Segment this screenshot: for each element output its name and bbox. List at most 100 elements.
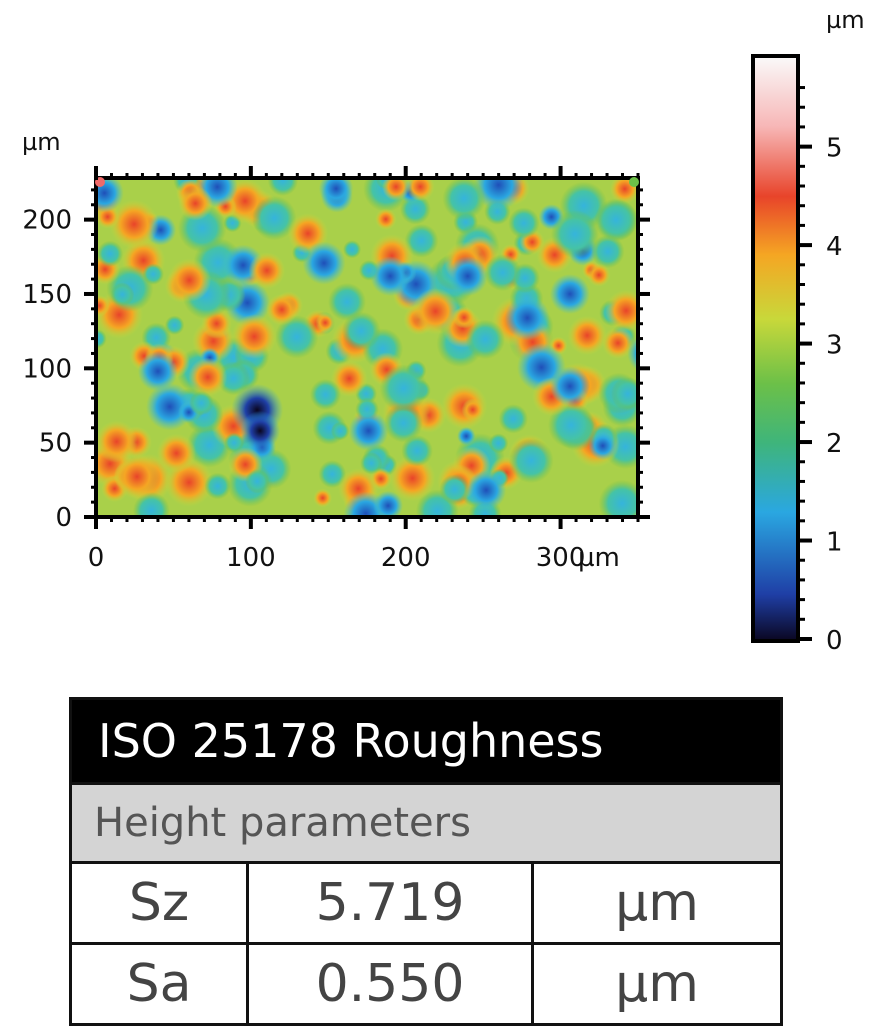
dark-spot [549, 366, 590, 407]
texture-blob [591, 234, 625, 269]
y-tick-label: 0 [55, 503, 72, 533]
texture-blob [96, 420, 138, 463]
texture-blob [412, 288, 459, 335]
texture-blob [248, 252, 286, 289]
colorbar-tick-label: 0 [826, 626, 843, 656]
texture-blob [313, 488, 333, 508]
texture-blob [598, 479, 638, 517]
colorbar-tick-label: 1 [826, 528, 843, 558]
parameters-table: Sz 5.719 µm Sa 0.550 µm [72, 861, 780, 1023]
table-row: Sz 5.719 µm [72, 861, 780, 944]
texture-blob [330, 360, 368, 397]
texture-blob [178, 186, 213, 221]
texture-blob [330, 421, 350, 441]
height-map-frame [94, 176, 640, 519]
texture-blob [252, 195, 297, 241]
y-tick-label: 200 [22, 206, 72, 236]
texture-blob [473, 178, 524, 210]
corner-marker-green [629, 177, 639, 187]
y-tick-label: 50 [39, 429, 72, 459]
texture-blob [204, 472, 231, 500]
texture-blob [231, 314, 277, 360]
texture-blob [142, 263, 164, 285]
texture-blob [110, 282, 135, 307]
texture-blob [550, 210, 599, 259]
texture-blob [245, 469, 270, 494]
texture-blob [164, 315, 185, 335]
colorbar-tick-label: 4 [826, 232, 843, 262]
texture-blob [439, 474, 470, 505]
texture-blob [610, 377, 638, 411]
x-tick-label: 200 [381, 543, 431, 573]
texture-blob [360, 452, 383, 475]
texture-blob [96, 178, 124, 213]
roughness-results-table: ISO 25178 Roughness Height parameters Sz… [69, 697, 783, 1026]
texture-blob [375, 208, 397, 230]
height-map [96, 178, 638, 517]
height-parameters-header: Height parameters [72, 782, 780, 861]
param-name-sz: Sz [72, 861, 248, 944]
texture-blob [504, 295, 550, 341]
texture-blob [96, 329, 107, 349]
colorbar [751, 54, 800, 643]
texture-blob [188, 357, 228, 397]
colorbar-tick-label: 3 [826, 331, 843, 361]
texture-blob [588, 431, 617, 460]
texture-blob [96, 240, 124, 267]
texture-blob [401, 435, 433, 467]
texture-blob [302, 241, 346, 285]
texture-blob [224, 432, 245, 453]
texture-blob [266, 293, 298, 326]
colorbar-tick-label: 2 [826, 429, 843, 459]
colorbar-tick-label: 5 [826, 134, 843, 164]
dark-spot [627, 335, 638, 372]
figure: µm 0 100 200 300 0 50 100 150 200 µm µm 0 1 2 3 4 5 [22, 6, 865, 656]
param-unit-sz: µm [531, 861, 780, 944]
texture-blob [114, 454, 160, 500]
dark-spot [348, 410, 389, 451]
texture-blob [457, 426, 476, 446]
texture-blob [275, 315, 319, 359]
texture-blob [605, 289, 638, 332]
x-tick-label: 0 [88, 543, 105, 573]
texture-blob [567, 315, 607, 356]
table-row: Sa 0.550 µm [72, 942, 780, 1023]
texture-blob [384, 403, 423, 443]
texture-blob [602, 327, 634, 359]
texture-blob [484, 254, 522, 292]
texture-blob [594, 198, 638, 242]
texture-blob [389, 455, 436, 502]
texture-blob [587, 263, 611, 287]
texture-blob [405, 178, 435, 202]
texture-blob [109, 199, 159, 249]
x-tick-label: 100 [226, 543, 276, 573]
texture-blob [318, 178, 354, 206]
dark-spot [137, 351, 178, 392]
texture-blob [382, 178, 410, 201]
y-axis-ticks: 0 50 100 150 200 [22, 206, 650, 533]
texture-blob [267, 178, 299, 196]
texture-blob [508, 207, 540, 239]
texture-blob [96, 295, 110, 317]
texture-blob [315, 313, 335, 333]
texture-blob [343, 240, 362, 259]
texture-blob [488, 433, 509, 454]
y-tick-label: 100 [22, 354, 72, 384]
texture-blob [373, 490, 403, 517]
texture-blob [404, 223, 439, 258]
texture-blob [465, 319, 505, 360]
param-unit-sa: µm [531, 942, 780, 1023]
texture-blob [461, 398, 484, 421]
param-name-sa: Sa [72, 942, 248, 1023]
dark-spot [466, 470, 507, 511]
dark-spot [447, 256, 488, 297]
texture-blob [156, 433, 196, 473]
dark-spot [549, 274, 590, 314]
texture-blob [379, 364, 428, 413]
x-tick-label: 300 [536, 543, 586, 573]
texture-blob [167, 258, 212, 303]
x-axis-unit-label: µm [578, 543, 620, 573]
minor-ticks [91, 173, 643, 522]
x-axis-ticks: 0 100 200 300 [88, 166, 586, 573]
texture-blob [189, 390, 214, 416]
